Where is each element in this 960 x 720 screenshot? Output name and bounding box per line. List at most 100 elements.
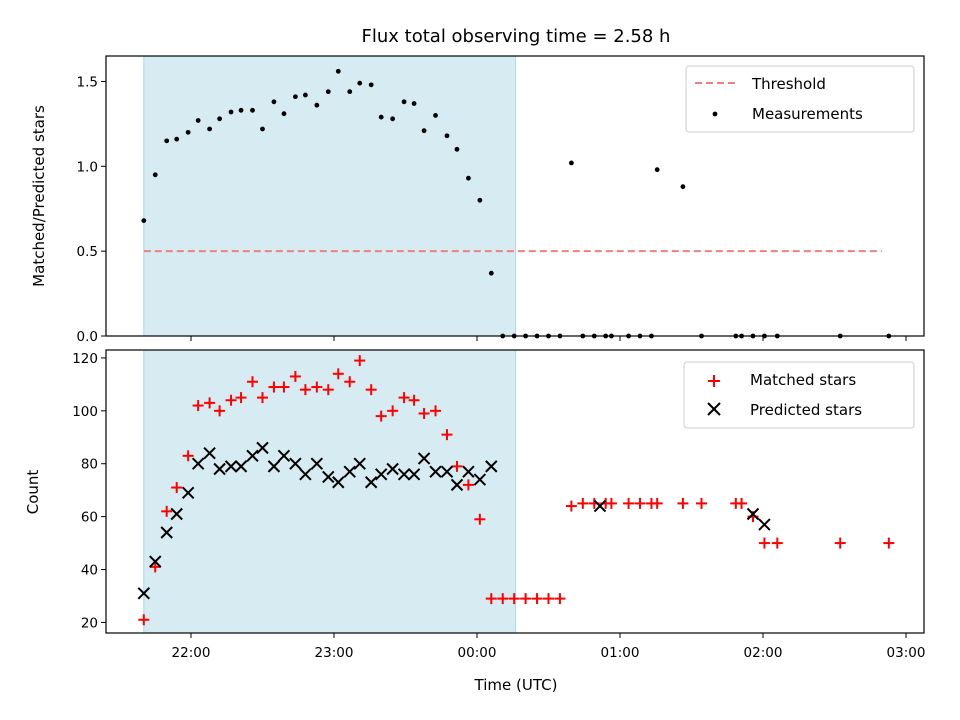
top-legend: Threshold Measurements xyxy=(685,65,915,133)
predicted-star-point xyxy=(203,446,216,460)
matched-star-point xyxy=(268,381,280,393)
measurement-point xyxy=(314,102,320,108)
measurement-point xyxy=(477,197,483,203)
matched-star-point xyxy=(225,394,237,406)
matched-star-point xyxy=(289,370,301,382)
observing-window-shade xyxy=(143,349,517,634)
predicted-star-point xyxy=(758,518,771,531)
y-tick-label: 1.5 xyxy=(77,74,98,90)
y-tick-label: 0.5 xyxy=(77,244,98,260)
predicted-star-point xyxy=(149,555,162,568)
measurement-point xyxy=(357,80,363,86)
measurement-point xyxy=(238,107,244,113)
matched-star-point xyxy=(883,537,895,549)
x-tick-label: 23:00 xyxy=(315,645,354,661)
matched-star-point xyxy=(182,450,194,462)
predicted-star-point xyxy=(289,457,302,470)
predicted-star-point xyxy=(450,478,464,492)
matched-star-point xyxy=(418,407,430,419)
predicted-star-point xyxy=(322,470,335,484)
matched-star-point xyxy=(565,500,577,512)
matched-star-point xyxy=(651,497,663,509)
x-tick-label: 02:00 xyxy=(744,645,783,661)
matched-star-point xyxy=(408,394,420,406)
matched-star-point xyxy=(577,497,589,509)
matched-star-point xyxy=(149,561,161,573)
predicted-star-point xyxy=(397,468,411,481)
matched-star-point xyxy=(474,513,486,525)
legend-measurements-label: Measurements xyxy=(752,105,863,123)
matched-star-point xyxy=(520,593,532,605)
measurement-point xyxy=(466,175,471,181)
predicted-star-point xyxy=(267,460,281,473)
matched-star-point xyxy=(758,537,770,549)
predicted-star-point xyxy=(593,499,607,513)
predicted-star-point xyxy=(213,462,226,476)
measurement-point xyxy=(568,160,574,166)
matched-star-point xyxy=(634,497,646,509)
measurement-point xyxy=(174,136,180,142)
matched-star-point xyxy=(214,405,226,417)
measurement-point xyxy=(335,68,341,74)
matched-star-point xyxy=(344,376,356,388)
measurement-point xyxy=(152,172,158,178)
legend-predicted-swatch xyxy=(707,402,721,416)
x-axis-label: Time (UTC) xyxy=(474,676,558,694)
y-tick-label: 20 xyxy=(81,615,98,631)
measurement-point xyxy=(454,146,460,152)
measurement-point xyxy=(325,89,331,95)
matched-star-point xyxy=(161,505,173,517)
matched-star-point xyxy=(322,384,334,396)
y-tick-label: 120 xyxy=(72,351,98,367)
measurement-point xyxy=(195,118,201,123)
matched-star-point xyxy=(387,405,399,417)
matched-star-point xyxy=(398,392,410,404)
measurement-point xyxy=(141,218,147,224)
measurement-point xyxy=(444,133,450,139)
measurement-point xyxy=(347,89,353,95)
matched-star-point xyxy=(354,355,366,367)
measurement-point xyxy=(271,99,277,105)
matched-star-point xyxy=(771,537,783,549)
predicted-star-point xyxy=(417,452,431,465)
predicted-star-point xyxy=(353,457,366,470)
matched-star-point xyxy=(204,397,216,409)
measurement-point xyxy=(185,129,191,135)
top-axes-frame xyxy=(105,55,925,337)
matched-star-point xyxy=(736,497,748,509)
measurement-point xyxy=(260,126,265,132)
matched-star-point xyxy=(138,614,150,626)
measurement-point xyxy=(164,138,170,144)
bottom-y-axis-label: Count xyxy=(24,470,42,515)
legend-matched-swatch xyxy=(708,375,720,387)
predicted-star-point xyxy=(160,526,173,539)
predicted-star-point xyxy=(374,468,388,481)
predicted-star-point xyxy=(343,465,356,478)
y-tick-label: 100 xyxy=(72,404,98,420)
measurement-point xyxy=(378,114,384,120)
top-y-axis-label: Matched/Predicted stars xyxy=(30,105,48,287)
measurement-point xyxy=(390,116,396,122)
matched-star-point xyxy=(246,376,258,388)
matched-star-point xyxy=(531,593,543,605)
predicted-star-point xyxy=(246,449,259,463)
predicted-star-point xyxy=(256,441,269,455)
measurement-point xyxy=(401,99,407,105)
measurement-point xyxy=(292,94,298,100)
measurement-point xyxy=(433,112,438,118)
matched-star-point xyxy=(623,497,635,509)
predicted-star-point xyxy=(473,473,487,486)
predicted-star-point xyxy=(462,465,475,478)
measurement-point xyxy=(228,109,234,115)
x-tick-label: 01:00 xyxy=(601,645,640,661)
predicted-star-point xyxy=(191,457,205,470)
measurement-point xyxy=(217,116,223,122)
matched-star-point xyxy=(677,497,689,509)
matched-star-point xyxy=(365,384,377,396)
matched-star-point xyxy=(462,479,474,491)
predicted-star-point xyxy=(407,468,421,481)
legend-measurements-swatch xyxy=(712,111,718,117)
matched-star-point xyxy=(441,429,453,441)
predicted-star-point xyxy=(310,457,324,470)
